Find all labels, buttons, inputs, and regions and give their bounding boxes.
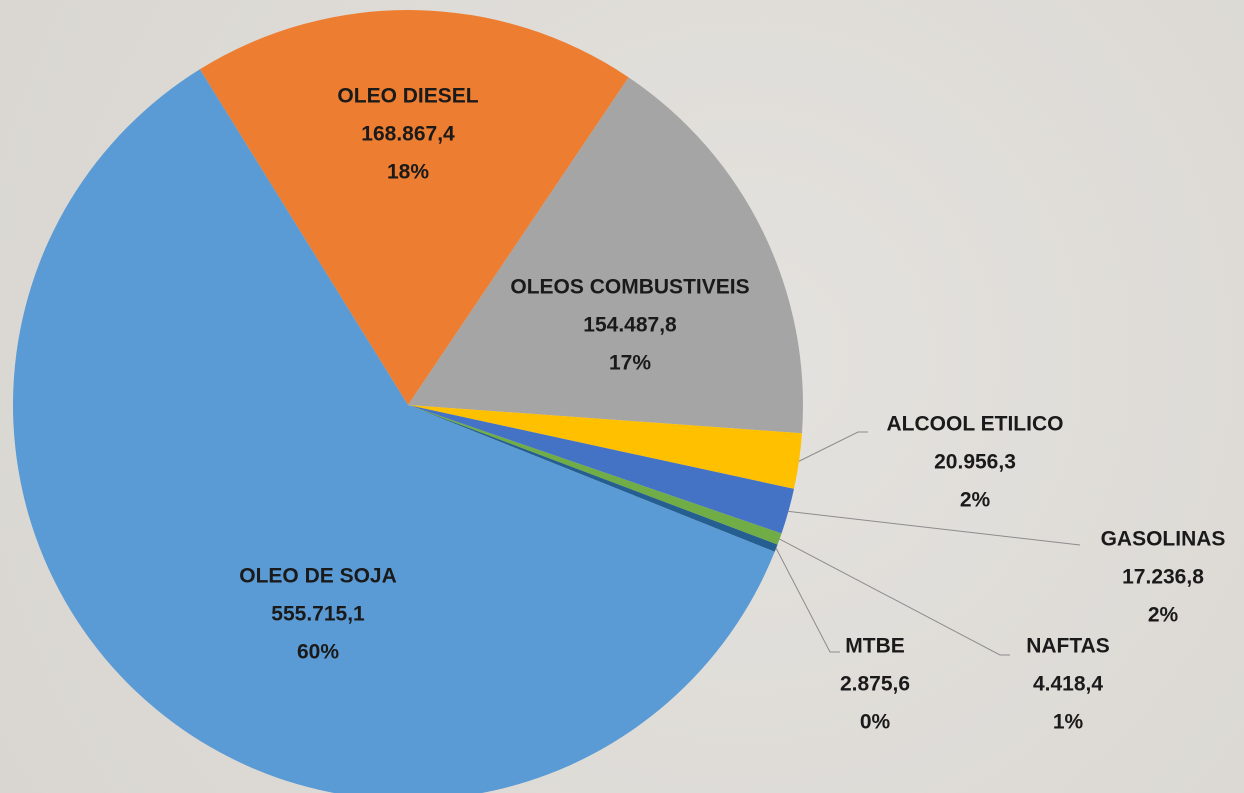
data-label: 17.236,8 (1122, 566, 1204, 589)
data-label: 2% (960, 489, 991, 512)
data-label: 4.418,4 (1033, 673, 1103, 696)
data-label: 2.875,6 (840, 673, 910, 696)
data-label: OLEO DE SOJA (239, 565, 397, 588)
pie-slice (408, 405, 782, 545)
data-label: 2% (1148, 604, 1179, 627)
data-label: NAFTAS (1026, 635, 1110, 658)
data-label: OLEOS COMBUSTIVEIS (510, 276, 749, 299)
data-label: 154.487,8 (583, 314, 677, 337)
data-label: GASOLINAS (1101, 528, 1226, 551)
pie-slice (408, 77, 803, 434)
data-label: 168.867,4 (361, 123, 455, 146)
data-label: 1% (1053, 711, 1084, 734)
pie-slice (199, 9, 629, 405)
data-label: 18% (387, 161, 429, 184)
pie-slice (408, 405, 778, 552)
leader-line (775, 547, 840, 653)
data-label: 20.956,3 (934, 451, 1016, 474)
leader-line (779, 538, 1010, 656)
data-label: 60% (297, 641, 339, 664)
data-label: 17% (609, 352, 651, 375)
data-label: ALCOOL ETILICO (887, 413, 1064, 436)
data-label: MTBE (845, 635, 905, 658)
data-label: 0% (860, 711, 891, 734)
pie-slice (408, 405, 794, 534)
leader-line (788, 510, 1081, 546)
pie-slice (408, 405, 802, 489)
data-label: OLEO DIESEL (337, 85, 478, 108)
leader-line (798, 431, 868, 462)
data-label: 555.715,1 (271, 603, 365, 626)
pie-slice (13, 69, 775, 793)
